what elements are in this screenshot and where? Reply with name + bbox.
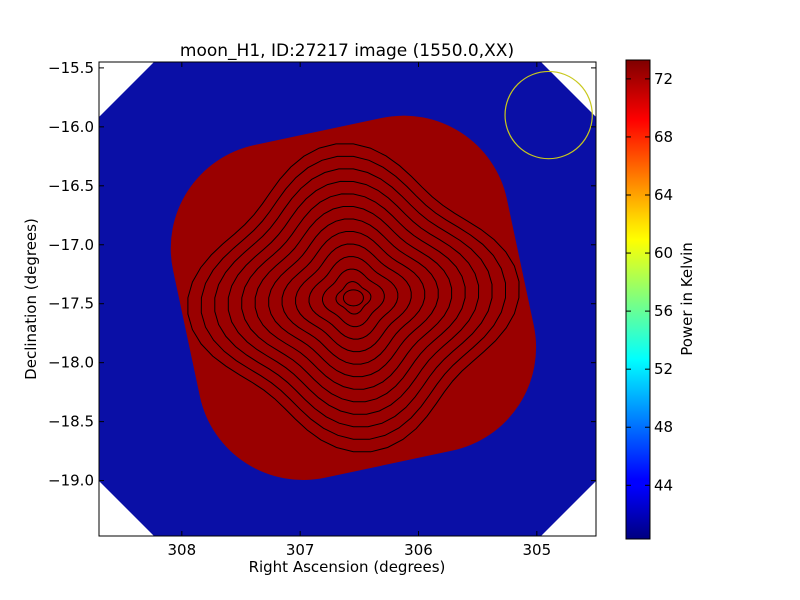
colorbar-tick-label: 68 xyxy=(654,128,673,146)
x-tick-label: 308 xyxy=(168,541,197,559)
plot-area xyxy=(98,61,597,537)
x-tick-label: 306 xyxy=(404,541,433,559)
colorbar-tick-label: 44 xyxy=(654,476,673,494)
x-axis-ticks: 308 307 306 305 xyxy=(168,62,552,559)
colorbar-gradient xyxy=(625,59,651,540)
y-tick-label: −15.5 xyxy=(48,59,94,77)
intensity-map xyxy=(170,115,537,480)
colorbar-tick-label: 56 xyxy=(654,302,673,320)
chart-title: moon_H1, ID:27217 image (1550.0,XX) xyxy=(180,41,514,61)
colorbar-tick-label: 52 xyxy=(654,360,673,378)
y-tick-label: −16.5 xyxy=(48,177,94,195)
y-tick-label: −19.0 xyxy=(48,472,94,490)
beam-circle xyxy=(504,70,593,160)
contour-line xyxy=(200,155,506,440)
contour-line xyxy=(308,256,399,340)
contour-line xyxy=(335,281,372,315)
contour-line xyxy=(268,218,439,378)
y-tick-label: −17.0 xyxy=(48,236,94,254)
colorbar: 44 48 52 56 60 64 68 72 Power in Kelvin xyxy=(625,59,696,540)
colorbar-label: Power in Kelvin xyxy=(678,242,696,356)
y-tick-label: −16.0 xyxy=(48,118,94,136)
y-tick-label: −18.5 xyxy=(48,413,94,431)
colorbar-tick-label: 48 xyxy=(654,418,673,436)
colorbar-ticks: 44 48 52 56 60 64 68 72 xyxy=(626,70,673,494)
y-axis-ticks: −15.5 −16.0 −16.5 −17.0 −17.5 −18.0 −18.5 −19.0 xyxy=(48,59,596,490)
contour-line xyxy=(241,193,466,403)
y-tick-label: −18.0 xyxy=(48,354,94,372)
y-axis-label: Declination (degrees) xyxy=(22,218,40,380)
contour-line xyxy=(281,231,426,365)
contour-line xyxy=(322,268,385,328)
x-tick-label: 307 xyxy=(286,541,315,559)
contour-line xyxy=(342,289,364,307)
contour-lines xyxy=(187,143,520,453)
plot-frame xyxy=(98,61,597,537)
contour-line xyxy=(295,243,412,353)
colorbar-tick-label: 60 xyxy=(654,244,673,262)
contour-line xyxy=(227,180,480,415)
x-axis-label: Right Ascension (degrees) xyxy=(249,558,446,576)
contour-line xyxy=(214,168,493,428)
colorbar-tick-label: 72 xyxy=(654,70,673,88)
contour-line xyxy=(187,143,520,453)
colorbar-tick-label: 64 xyxy=(654,186,673,204)
contour-line xyxy=(254,206,453,390)
y-tick-label: −17.5 xyxy=(48,295,94,313)
x-tick-label: 305 xyxy=(523,541,552,559)
